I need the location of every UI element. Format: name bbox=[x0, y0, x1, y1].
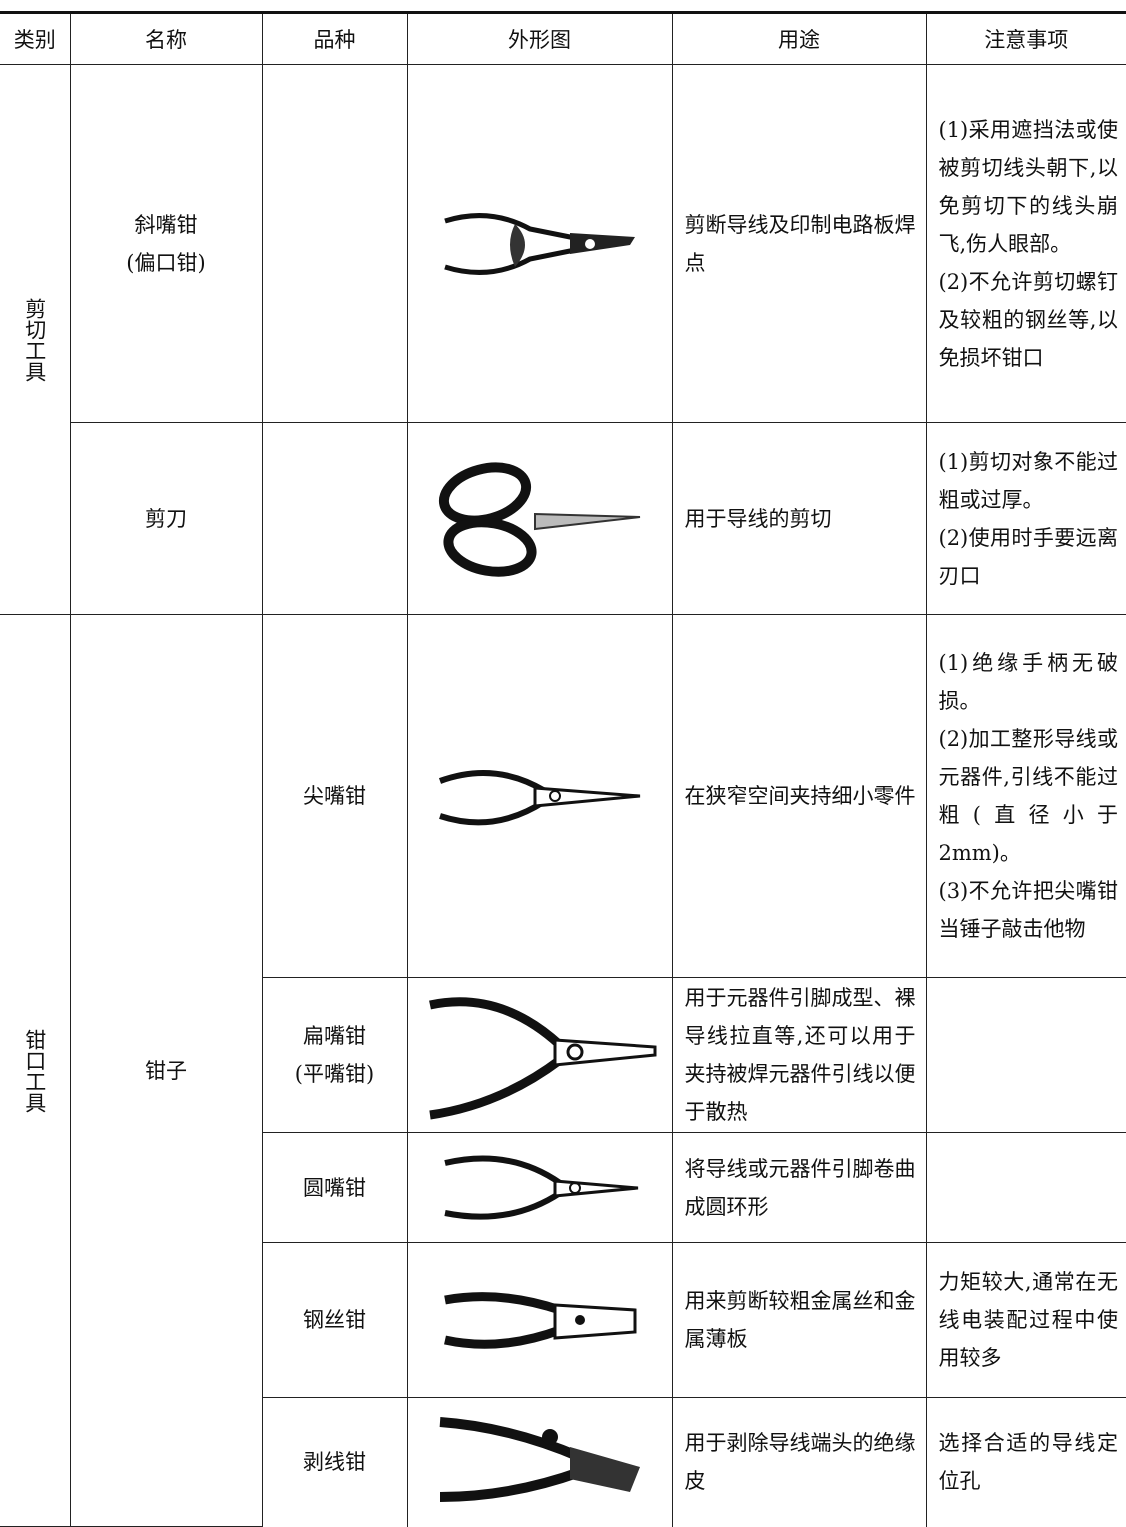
diagonal-pliers-image bbox=[443, 212, 635, 275]
category-cell: 钳口工具 bbox=[0, 614, 71, 1527]
category: 钳口工具 bbox=[22, 1028, 47, 1113]
row: 钳口工具 钳子 尖嘴钳 在狭窄空间夹持细小零件 (1)绝缘手柄无破损。 (2)加工… bbox=[0, 614, 1126, 1527]
header-cell: 名称 bbox=[69, 11, 263, 65]
variety-cell: 钢丝钳 bbox=[262, 1242, 408, 1398]
variety: 扁嘴钳 bbox=[303, 1024, 366, 1048]
variety: 剥线钳 bbox=[303, 1450, 366, 1475]
image-cell bbox=[406, 614, 673, 978]
header-cell: 外形图 bbox=[406, 11, 673, 65]
name-cell: 钳子 bbox=[69, 614, 263, 1527]
variety: 尖嘴钳 bbox=[303, 784, 366, 808]
note: (1)剪切对象不能过粗或过厚。 bbox=[938, 449, 1119, 512]
usage-cell: 剪断导线及印制电路板焊点 bbox=[671, 64, 927, 423]
variety-cell: 尖嘴钳 bbox=[261, 614, 408, 978]
note: (2)使用时手要远离刃口 bbox=[938, 525, 1119, 588]
header-row: 类别 名称 品种 外形图 用途 注意事项 bbox=[0, 11, 1126, 65]
usage-cell: 在狭窄空间夹持细小零件 bbox=[671, 614, 927, 978]
row: 圆嘴钳 将导线或元器件引脚卷曲成圆环形 bbox=[0, 1132, 1126, 1243]
variety-cell: 剥线钳 bbox=[262, 1397, 408, 1527]
row: 剪刀 用于导线的剪切 (1)剪切对象不能过粗或过厚。 (2)使用时手要远离刃口 bbox=[0, 422, 1126, 615]
notes-cell bbox=[925, 977, 1126, 1133]
note: (3)不允许把尖嘴钳当锤子敲击他物 bbox=[938, 879, 1119, 941]
usage-cell: 用于导线的剪切 bbox=[671, 422, 927, 615]
usage: 将导线或元器件引脚卷曲成圆环形 bbox=[684, 1156, 916, 1219]
image-cell bbox=[406, 1242, 673, 1398]
round-nose-pliers-image bbox=[443, 1155, 638, 1220]
notes-cell: (1)绝缘手柄无破损。 (2)加工整形导线或元器件,引线不能过粗(直径小于2mm)… bbox=[925, 614, 1126, 978]
usage-cell: 用于剥除导线端头的绝缘皮 bbox=[671, 1397, 927, 1527]
needle-nose-pliers-image bbox=[438, 770, 640, 826]
usage-cell: 用来剪断较粗金属丝和金属薄板 bbox=[671, 1242, 927, 1398]
row: 剪切工具 斜嘴钳 (偏口钳) 剪断导线及印制电路板焊点 (1)采用遮挡法或使被剪切… bbox=[0, 64, 1126, 615]
category-cell: 剪切工具 bbox=[0, 64, 71, 615]
row: 钢丝钳 用来剪断较粗金属丝和金属薄板 力矩较大,通常在无线电装配过程中使用较多 bbox=[0, 1242, 1126, 1398]
usage: 用来剪断较粗金属丝和金属薄板 bbox=[684, 1289, 916, 1351]
name: 剪刀 bbox=[145, 506, 187, 531]
flat-nose-pliers-image bbox=[428, 997, 656, 1120]
header-cell: 用途 bbox=[671, 11, 927, 65]
scissors-image bbox=[438, 462, 640, 577]
combination-pliers-image bbox=[443, 1292, 636, 1349]
usage: 在狭窄空间夹持细小零件 bbox=[684, 784, 916, 808]
usage-cell: 用于元器件引脚成型、裸导线拉直等,还可以用于夹持被焊元器件引线以便于散热 bbox=[671, 977, 927, 1133]
name: 钳子 bbox=[145, 1058, 187, 1083]
image-cell bbox=[406, 64, 673, 423]
header-cell: 品种 bbox=[261, 11, 408, 65]
note: (2)加工整形导线或元器件,引线不能过粗(直径小于2mm)。 bbox=[938, 727, 1119, 865]
notes-cell: (1)剪切对象不能过粗或过厚。 (2)使用时手要远离刃口 bbox=[925, 422, 1126, 615]
variety-cell: 圆嘴钳 bbox=[262, 1132, 408, 1243]
name-cell: 斜嘴钳 (偏口钳) bbox=[69, 64, 263, 423]
image-cell bbox=[406, 1397, 673, 1527]
variety: 钢丝钳 bbox=[303, 1308, 366, 1332]
note: 选择合适的导线定位孔 bbox=[938, 1431, 1119, 1494]
usage-cell: 将导线或元器件引脚卷曲成圆环形 bbox=[671, 1132, 927, 1243]
notes-cell: 选择合适的导线定位孔 bbox=[925, 1397, 1126, 1527]
note: (1)绝缘手柄无破损。 bbox=[938, 651, 1119, 713]
usage: 剪断导线及印制电路板焊点 bbox=[684, 212, 916, 275]
tool-table: 类别 名称 品种 外形图 用途 注意事项 剪切工具 斜嘴钳 (偏口钳) 剪断导线及… bbox=[0, 11, 1126, 1527]
usage: 用于剥除导线端头的绝缘皮 bbox=[684, 1431, 916, 1494]
image-cell bbox=[406, 1132, 673, 1243]
wire-stripper-image bbox=[439, 1417, 640, 1503]
note: 力矩较大,通常在无线电装配过程中使用较多 bbox=[938, 1270, 1119, 1370]
variety: (平嘴钳) bbox=[294, 1062, 375, 1086]
name: (偏口钳) bbox=[126, 250, 206, 275]
category: 剪切工具 bbox=[22, 297, 47, 382]
usage: 用于元器件引脚成型、裸导线拉直等,还可以用于夹持被焊元器件引线以便于散热 bbox=[684, 986, 916, 1124]
row: 扁嘴钳 (平嘴钳) 用于元器件引脚成型、裸导线拉直等,还可以用于夹持被焊元器件引线… bbox=[0, 977, 1126, 1133]
row: 剥线钳 用于剥除导线端头的绝缘皮 选择合适的导线定位孔 bbox=[0, 1397, 1126, 1527]
variety-cell bbox=[261, 422, 408, 615]
name-cell: 剪刀 bbox=[70, 422, 263, 615]
note: (1)采用遮挡法或使被剪切线头朝下,以免剪切下的线头崩飞,伤人眼部。 bbox=[938, 117, 1119, 256]
note: (2)不允许剪切螺钉及较粗的钢丝等,以免损坏钳口 bbox=[938, 269, 1119, 370]
notes-cell: 力矩较大,通常在无线电装配过程中使用较多 bbox=[925, 1242, 1126, 1398]
notes-cell: (1)采用遮挡法或使被剪切线头朝下,以免剪切下的线头崩飞,伤人眼部。 (2)不允许… bbox=[925, 64, 1126, 423]
header-cell: 注意事项 bbox=[925, 11, 1126, 65]
notes-cell bbox=[925, 1132, 1126, 1243]
header-cell: 类别 bbox=[0, 11, 71, 65]
name: 斜嘴钳 bbox=[134, 212, 198, 237]
image-cell bbox=[406, 422, 673, 615]
usage: 用于导线的剪切 bbox=[684, 506, 832, 531]
variety: 圆嘴钳 bbox=[303, 1175, 366, 1200]
variety-cell: 扁嘴钳 (平嘴钳) bbox=[262, 977, 408, 1133]
image-cell bbox=[406, 977, 673, 1133]
variety-cell bbox=[261, 64, 408, 423]
